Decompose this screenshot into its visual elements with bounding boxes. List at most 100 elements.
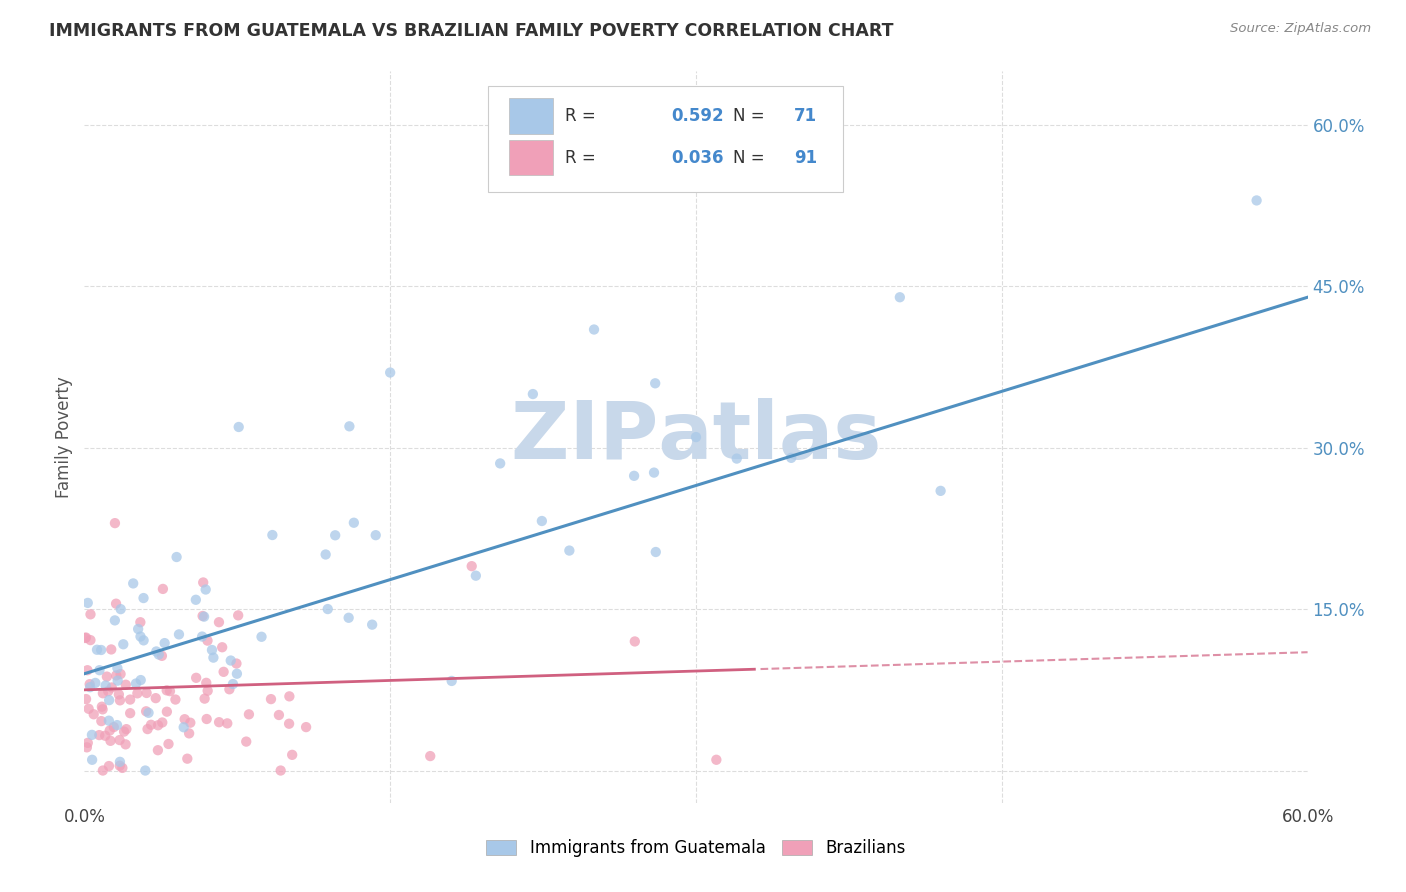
Point (489, 457, 512, 471)
Text: IMMIGRANTS FROM GUATEMALA VS BRAZILIAN FAMILY POVERTY CORRELATION CHART: IMMIGRANTS FROM GUATEMALA VS BRAZILIAN F… (49, 22, 894, 40)
Point (108, 755, 131, 769)
Point (139, 718, 162, 732)
Point (624, 634, 647, 648)
Point (361, 617, 384, 632)
Point (110, 667, 132, 681)
Point (315, 548, 337, 562)
Point (461, 559, 484, 574)
Point (129, 615, 152, 630)
Y-axis label: Family Poverty: Family Poverty (55, 376, 73, 498)
Point (644, 545, 666, 559)
Point (228, 420, 250, 434)
Point (208, 615, 231, 630)
Point (111, 761, 134, 775)
Point (120, 692, 142, 706)
Point (94, 679, 117, 693)
Point (132, 591, 155, 605)
Point (281, 747, 304, 762)
Point (176, 752, 198, 766)
Point (91, 764, 114, 778)
Point (105, 718, 128, 732)
Point (278, 716, 301, 731)
Point (225, 657, 247, 671)
Point (97, 759, 120, 773)
Point (136, 722, 159, 736)
Point (156, 705, 179, 719)
Point (211, 640, 233, 655)
Point (100, 734, 122, 748)
Point (195, 712, 218, 726)
Point (208, 715, 231, 730)
Point (114, 737, 136, 751)
Point (725, 451, 748, 466)
Point (583, 322, 606, 336)
Point (522, 387, 544, 401)
Bar (509, 98, 553, 134)
Point (112, 637, 135, 651)
Point (104, 516, 127, 530)
Point (440, 673, 463, 688)
Text: 71: 71 (794, 107, 817, 125)
Point (79, 677, 101, 691)
Point (197, 633, 219, 648)
Point (159, 684, 181, 698)
Point (104, 614, 127, 628)
Point (226, 608, 249, 623)
Point (225, 666, 247, 681)
Text: R =: R = (565, 107, 602, 125)
Point (166, 549, 188, 564)
Point (193, 609, 215, 624)
Point (90, 714, 112, 728)
Point (323, 528, 346, 542)
Point (84, 676, 107, 690)
Point (97, 684, 120, 698)
Point (212, 665, 235, 679)
Point (202, 650, 225, 665)
Point (129, 673, 152, 687)
Point (194, 582, 217, 597)
Point (76, 736, 98, 750)
Point (558, 543, 581, 558)
Point (217, 716, 239, 731)
Text: ZIP​atlas: ZIP​atlas (510, 398, 882, 476)
Point (150, 715, 173, 730)
Point (644, 376, 666, 391)
Point (91, 702, 114, 716)
Point (125, 676, 148, 690)
Point (278, 690, 301, 704)
Point (90, 643, 112, 657)
Point (706, 753, 728, 767)
Point (75, 631, 97, 645)
FancyBboxPatch shape (488, 86, 842, 192)
Text: 91: 91 (794, 149, 817, 167)
Point (267, 708, 290, 723)
Point (145, 691, 167, 706)
Point (179, 715, 201, 730)
Point (86, 642, 108, 657)
Point (132, 633, 155, 648)
Point (107, 661, 129, 675)
Point (97, 714, 120, 728)
Point (145, 644, 167, 658)
Text: Source: ZipAtlas.com: Source: ZipAtlas.com (1230, 22, 1371, 36)
Point (218, 682, 240, 697)
Point (270, 764, 292, 778)
Point (262, 528, 284, 542)
Point (80, 728, 103, 742)
Point (157, 737, 180, 751)
Point (89, 728, 111, 742)
Point (152, 582, 174, 596)
Point (193, 575, 215, 590)
Point (153, 636, 176, 650)
Point (79, 633, 101, 648)
Point (105, 668, 128, 682)
Point (108, 758, 131, 772)
Point (120, 706, 142, 721)
Point (115, 722, 138, 736)
Point (156, 683, 179, 698)
Point (76, 740, 98, 755)
Point (98, 693, 121, 707)
Point (173, 712, 195, 726)
Point (127, 686, 149, 700)
Point (138, 706, 160, 720)
